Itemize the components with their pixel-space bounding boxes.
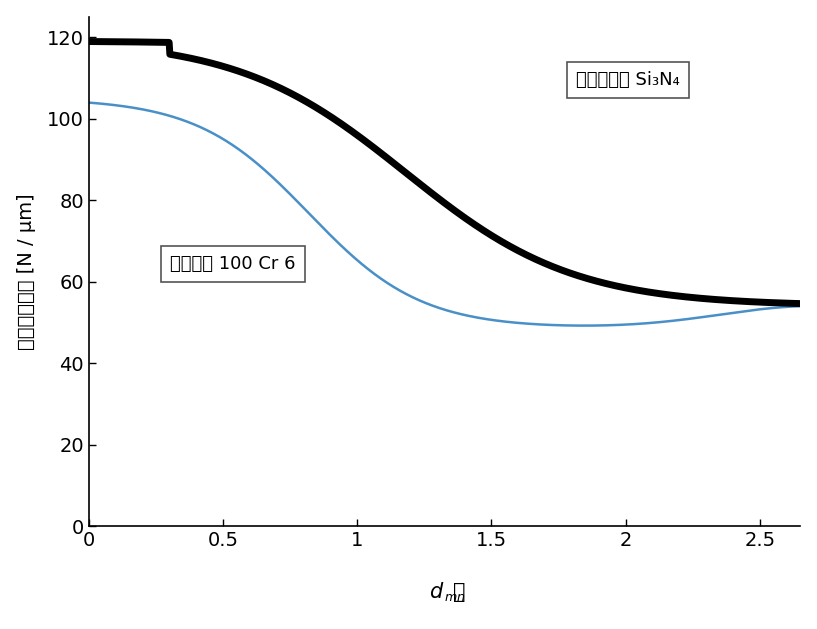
Text: スチール 100 Cr 6: スチール 100 Cr 6 [171, 255, 296, 273]
Text: $_{mn}$: $_{mn}$ [444, 584, 466, 603]
Y-axis label: ラジアル劑性 [N / μm]: ラジアル劑性 [N / μm] [16, 193, 36, 350]
Text: $d$: $d$ [429, 582, 444, 602]
Text: セラミック Si₃N₄: セラミック Si₃N₄ [576, 71, 680, 89]
Text: 値: 値 [453, 582, 466, 602]
